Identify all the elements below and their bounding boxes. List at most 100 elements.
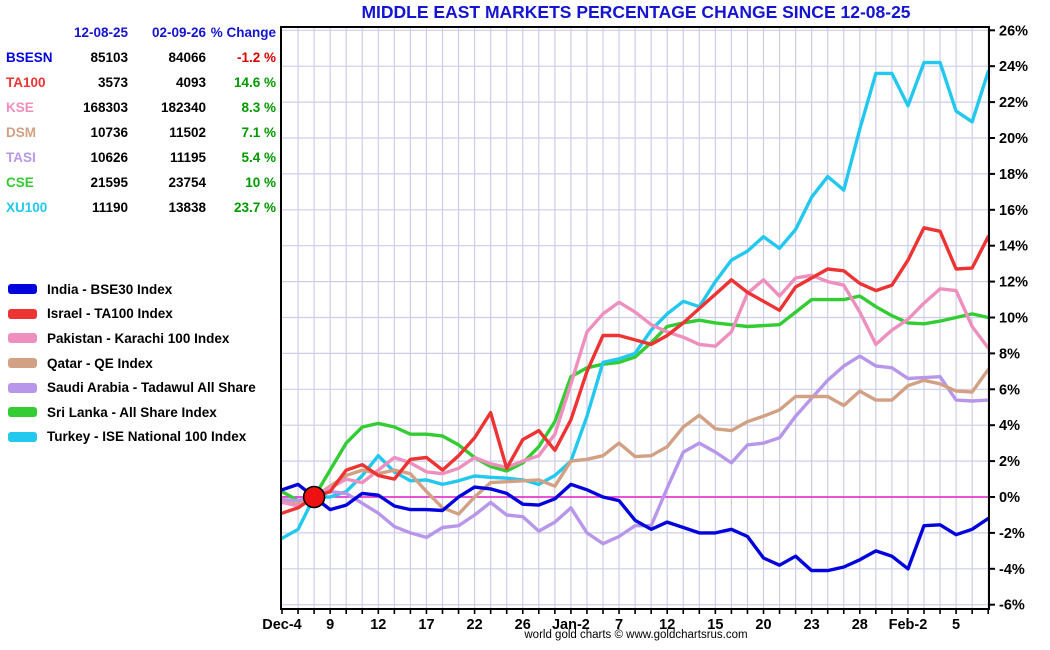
index-symbol: BSESN bbox=[6, 50, 53, 65]
stats-row-cse: CSE 21595 23754 10 % bbox=[2, 170, 278, 195]
legend-label: Saudi Arabia - Tadawul All Share bbox=[47, 380, 256, 396]
end-value: 11195 bbox=[169, 150, 206, 165]
index-symbol: CSE bbox=[6, 175, 34, 190]
x-axis-label: 28 bbox=[852, 617, 868, 633]
legend-item: Pakistan - Karachi 100 Index bbox=[8, 326, 256, 351]
start-value: 10736 bbox=[90, 125, 128, 140]
y-axis-label: 16% bbox=[999, 203, 1028, 219]
start-value: 168303 bbox=[82, 100, 128, 115]
legend-label: Sri Lanka - All Share Index bbox=[47, 404, 217, 420]
y-axis-label: 10% bbox=[999, 311, 1028, 327]
legend-item: Turkey - ISE National 100 Index bbox=[8, 425, 256, 450]
legend-label: Turkey - ISE National 100 Index bbox=[47, 429, 247, 445]
x-axis-label: 15 bbox=[707, 617, 723, 633]
x-axis-label: 17 bbox=[418, 617, 434, 633]
percent-change: 14.6 % bbox=[233, 75, 276, 90]
legend-swatch-icon bbox=[8, 333, 37, 344]
x-axis-label: 20 bbox=[755, 617, 771, 633]
x-axis-label: 12 bbox=[370, 617, 386, 633]
index-symbol: TASI bbox=[6, 150, 36, 165]
end-value: 23754 bbox=[168, 175, 206, 190]
x-axis-label: Feb-2 bbox=[889, 617, 928, 633]
legend-swatch-icon bbox=[8, 358, 37, 369]
end-value: 84066 bbox=[168, 50, 206, 65]
stats-header-date2: 02-09-26 bbox=[151, 25, 206, 40]
legend-swatch-icon bbox=[8, 284, 37, 295]
x-axis-label: 7 bbox=[615, 617, 623, 633]
index-symbol: XU100 bbox=[6, 200, 48, 215]
stats-table-header-row: 12-08-25 02-09-26 % Change bbox=[2, 20, 278, 45]
copyright-footer: world gold charts © www.goldchartsrus.co… bbox=[524, 629, 748, 641]
end-value: 13838 bbox=[168, 200, 206, 215]
legend-item: India - BSE30 Index bbox=[8, 277, 256, 302]
percent-change: 10 % bbox=[245, 175, 276, 190]
reference-start-dot bbox=[302, 485, 326, 509]
stats-table-body: BSESN 85103 84066 -1.2 % TA100 3573 4093 14.6 %… bbox=[2, 45, 278, 220]
stats-header-spacer bbox=[2, 20, 70, 45]
y-axis-label: 4% bbox=[999, 418, 1020, 434]
series-line-saudi-arabia bbox=[280, 354, 990, 546]
legend-swatch-icon bbox=[8, 308, 37, 319]
y-axis-label: 6% bbox=[999, 382, 1020, 398]
start-value: 3573 bbox=[97, 75, 128, 90]
x-axis-label: 9 bbox=[326, 617, 334, 633]
y-axis-label: 22% bbox=[999, 95, 1028, 111]
percent-change: -1.2 % bbox=[236, 50, 276, 65]
percent-change: 5.4 % bbox=[241, 150, 276, 165]
percent-change: 8.3 % bbox=[241, 100, 276, 115]
y-axis-label: -2% bbox=[999, 526, 1025, 542]
series-line-sri-lanka bbox=[280, 294, 990, 503]
x-axis-label: 26 bbox=[515, 617, 531, 633]
legend: India - BSE30 Index Israel - TA100 Index P… bbox=[8, 277, 256, 449]
legend-label: India - BSE30 Index bbox=[47, 281, 173, 297]
percent-change: 7.1 % bbox=[241, 125, 276, 140]
chart-title: MIDDLE EAST MARKETS PERCENTAGE CHANGE SI… bbox=[361, 2, 911, 22]
end-value: 4093 bbox=[175, 75, 206, 90]
legend-swatch-icon bbox=[8, 382, 37, 393]
stats-row-ta100: TA100 3573 4093 14.6 % bbox=[2, 70, 278, 95]
y-axis-label: 14% bbox=[999, 239, 1028, 255]
percent-change: 23.7 % bbox=[233, 200, 276, 215]
y-axis-label: -4% bbox=[999, 562, 1025, 578]
index-symbol: TA100 bbox=[6, 75, 46, 90]
start-value: 21595 bbox=[90, 175, 128, 190]
legend-item: Sri Lanka - All Share Index bbox=[8, 400, 256, 425]
stats-row-bsesn: BSESN 85103 84066 -1.2 % bbox=[2, 45, 278, 70]
y-axis-label: 24% bbox=[999, 59, 1028, 75]
y-axis-label: 12% bbox=[999, 275, 1028, 291]
start-value: 11190 bbox=[91, 200, 128, 215]
end-value: 182340 bbox=[160, 100, 206, 115]
x-axis-label: 5 bbox=[952, 617, 960, 633]
legend-swatch-icon bbox=[8, 407, 37, 418]
y-axis-label: -6% bbox=[999, 598, 1025, 614]
legend-item: Israel - TA100 Index bbox=[8, 302, 256, 327]
x-axis-label: Dec-4 bbox=[262, 617, 302, 633]
y-axis-label: 20% bbox=[999, 131, 1028, 147]
legend-swatch-icon bbox=[8, 431, 37, 442]
y-axis-label: 0% bbox=[999, 490, 1020, 506]
legend-item: Qatar - QE Index bbox=[8, 351, 256, 376]
index-symbol: KSE bbox=[6, 100, 34, 115]
start-value: 10626 bbox=[90, 150, 128, 165]
legend-label: Pakistan - Karachi 100 Index bbox=[47, 330, 230, 346]
stats-header-change: % Change bbox=[210, 25, 276, 40]
stats-row-xu100: XU100 11190 13838 23.7 % bbox=[2, 195, 278, 220]
stats-header-date1: 12-08-25 bbox=[73, 25, 128, 40]
series-line-pakistan bbox=[280, 273, 990, 508]
y-axis-label: 2% bbox=[999, 454, 1020, 470]
y-axis-label: 26% bbox=[999, 23, 1028, 39]
x-axis-label: Jan-2 bbox=[552, 617, 590, 633]
x-axis-label: 23 bbox=[804, 617, 820, 633]
index-symbol: DSM bbox=[6, 125, 36, 140]
stats-row-kse: KSE 168303 182340 8.3 % bbox=[2, 95, 278, 120]
stats-row-dsm: DSM 10736 11502 7.1 % bbox=[2, 120, 278, 145]
legend-item: Saudi Arabia - Tadawul All Share bbox=[8, 375, 256, 400]
end-value: 11502 bbox=[169, 125, 206, 140]
stats-row-tasi: TASI 10626 11195 5.4 % bbox=[2, 145, 278, 170]
legend-label: Qatar - QE Index bbox=[47, 355, 153, 371]
y-axis-label: 18% bbox=[999, 167, 1028, 183]
start-value: 85103 bbox=[90, 50, 128, 65]
series-line-israel bbox=[280, 226, 990, 515]
x-axis-label: 12 bbox=[659, 617, 675, 633]
